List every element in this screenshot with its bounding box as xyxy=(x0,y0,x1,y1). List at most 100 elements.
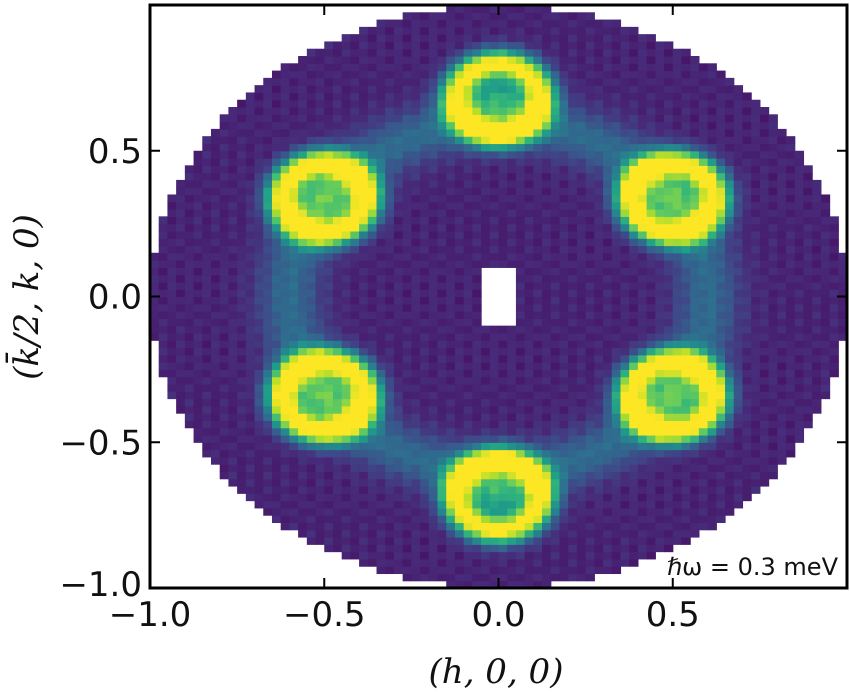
heatmap-cell xyxy=(637,296,648,305)
heatmap-cell xyxy=(202,362,212,370)
heatmap-cell xyxy=(289,143,299,152)
heatmap-cell xyxy=(698,332,709,341)
heatmap-cell xyxy=(237,405,247,414)
heatmap-cell xyxy=(420,70,430,79)
heatmap-cell xyxy=(629,464,639,472)
heatmap-cell xyxy=(524,252,534,261)
heatmap-cell xyxy=(420,107,430,115)
heatmap-cell xyxy=(150,252,160,261)
heatmap-cell xyxy=(794,427,805,436)
heatmap-cell xyxy=(420,19,430,28)
heatmap-cell xyxy=(176,238,186,247)
heatmap-cell xyxy=(245,92,256,101)
heatmap-cell xyxy=(463,158,473,166)
heatmap-cell xyxy=(498,566,508,575)
heatmap-cell xyxy=(550,325,561,334)
heatmap-cell xyxy=(533,369,543,378)
heatmap-cell xyxy=(280,383,290,392)
heatmap-cell xyxy=(158,347,169,356)
heatmap-cell xyxy=(611,260,622,268)
heatmap-cell xyxy=(298,274,308,283)
heatmap-cell xyxy=(315,376,325,385)
heatmap-cell xyxy=(184,405,195,414)
heatmap-cell xyxy=(481,260,491,268)
heatmap-cell xyxy=(489,136,500,145)
heatmap-cell xyxy=(620,107,630,115)
heatmap-cell xyxy=(637,121,648,130)
heatmap-cell xyxy=(620,172,630,181)
heatmap-cell xyxy=(289,223,299,232)
heatmap-cell xyxy=(350,34,360,43)
heatmap-cell xyxy=(454,281,465,290)
heatmap-cell xyxy=(681,434,691,443)
heatmap-cell xyxy=(751,128,761,137)
heatmap-cell xyxy=(664,391,674,400)
heatmap-cell xyxy=(707,150,717,159)
heatmap-cell xyxy=(742,194,752,203)
heatmap-cell xyxy=(446,354,456,363)
heatmap-cell xyxy=(454,369,465,378)
heatmap-cell xyxy=(786,165,796,174)
heatmap-cell xyxy=(568,201,578,210)
heatmap-cell xyxy=(280,281,290,290)
heatmap-cell xyxy=(428,260,439,268)
heatmap-cell xyxy=(698,347,709,356)
heatmap-cell xyxy=(402,201,412,210)
heatmap-cell xyxy=(716,194,726,203)
heatmap-cell xyxy=(524,136,534,145)
heatmap-cell xyxy=(533,158,543,166)
heatmap-cell xyxy=(637,551,648,560)
heatmap-cell xyxy=(385,420,395,429)
heatmap-cell xyxy=(576,558,587,567)
heatmap-cell xyxy=(803,274,813,283)
heatmap-cell xyxy=(454,99,465,108)
heatmap-cell xyxy=(594,245,604,254)
heatmap-cell xyxy=(437,143,447,152)
heatmap-cell xyxy=(385,172,395,181)
heatmap-cell xyxy=(672,296,683,305)
heatmap-cell xyxy=(777,369,787,378)
heatmap-cell xyxy=(184,281,195,290)
heatmap-cell xyxy=(210,238,221,247)
heatmap-cell xyxy=(515,209,526,217)
heatmap-cell xyxy=(472,158,482,166)
heatmap-cell xyxy=(507,238,517,247)
heatmap-cell xyxy=(367,427,378,436)
heatmap-cell xyxy=(481,340,491,349)
heatmap-cell xyxy=(681,238,691,247)
heatmap-cell xyxy=(350,41,360,50)
heatmap-cell xyxy=(655,150,665,159)
heatmap-cell xyxy=(454,303,465,312)
heatmap-cell xyxy=(306,296,317,305)
heatmap-cell xyxy=(263,464,273,472)
heatmap-cell xyxy=(533,143,543,152)
heatmap-cell xyxy=(411,41,421,50)
heatmap-cell xyxy=(733,143,744,152)
heatmap-cell xyxy=(298,311,308,319)
heatmap-cell xyxy=(263,107,273,115)
heatmap-cell xyxy=(481,245,491,254)
heatmap-cell xyxy=(603,245,613,254)
heatmap-cell xyxy=(306,522,317,531)
heatmap-cell xyxy=(603,449,613,458)
heatmap-cell xyxy=(463,507,473,516)
heatmap-cell xyxy=(420,376,430,385)
heatmap-cell xyxy=(184,223,195,232)
heatmap-cell xyxy=(210,179,221,188)
heatmap-cell xyxy=(550,41,561,50)
heatmap-cell xyxy=(463,85,473,94)
heatmap-cell xyxy=(507,260,517,268)
heatmap-cell xyxy=(603,260,613,268)
heatmap-cell xyxy=(350,85,360,94)
heatmap-cell xyxy=(481,77,491,86)
heatmap-cell xyxy=(472,216,482,225)
heatmap-cell xyxy=(542,19,552,28)
heatmap-cell xyxy=(672,376,683,385)
heatmap-cell xyxy=(681,70,691,79)
heatmap-cell xyxy=(507,398,517,407)
heatmap-cell xyxy=(716,362,726,370)
heatmap-cell xyxy=(620,245,630,254)
heatmap-cell xyxy=(568,398,578,407)
heatmap-cell xyxy=(794,165,805,174)
heatmap-cell xyxy=(376,63,386,72)
